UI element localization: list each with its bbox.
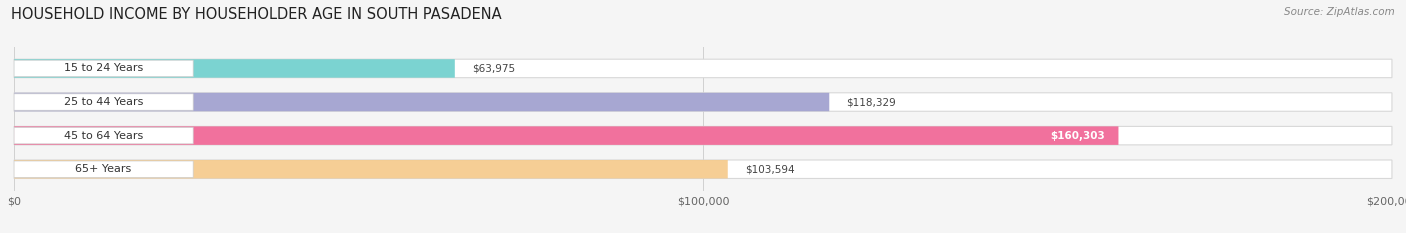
FancyBboxPatch shape (14, 160, 1392, 178)
Text: Source: ZipAtlas.com: Source: ZipAtlas.com (1284, 7, 1395, 17)
Text: HOUSEHOLD INCOME BY HOUSEHOLDER AGE IN SOUTH PASADENA: HOUSEHOLD INCOME BY HOUSEHOLDER AGE IN S… (11, 7, 502, 22)
FancyBboxPatch shape (14, 160, 728, 178)
FancyBboxPatch shape (14, 126, 1392, 145)
FancyBboxPatch shape (14, 60, 193, 77)
FancyBboxPatch shape (14, 94, 193, 110)
FancyBboxPatch shape (14, 59, 454, 78)
Text: $103,594: $103,594 (745, 164, 794, 174)
FancyBboxPatch shape (14, 126, 1118, 145)
FancyBboxPatch shape (14, 93, 1392, 111)
Text: $118,329: $118,329 (846, 97, 896, 107)
Text: 25 to 44 Years: 25 to 44 Years (63, 97, 143, 107)
Text: $160,303: $160,303 (1050, 131, 1105, 141)
FancyBboxPatch shape (14, 161, 193, 178)
FancyBboxPatch shape (14, 93, 830, 111)
Text: 45 to 64 Years: 45 to 64 Years (65, 131, 143, 141)
FancyBboxPatch shape (14, 59, 1392, 78)
Text: 65+ Years: 65+ Years (76, 164, 132, 174)
Text: 15 to 24 Years: 15 to 24 Years (65, 63, 143, 73)
Text: $63,975: $63,975 (472, 63, 515, 73)
FancyBboxPatch shape (14, 127, 193, 144)
